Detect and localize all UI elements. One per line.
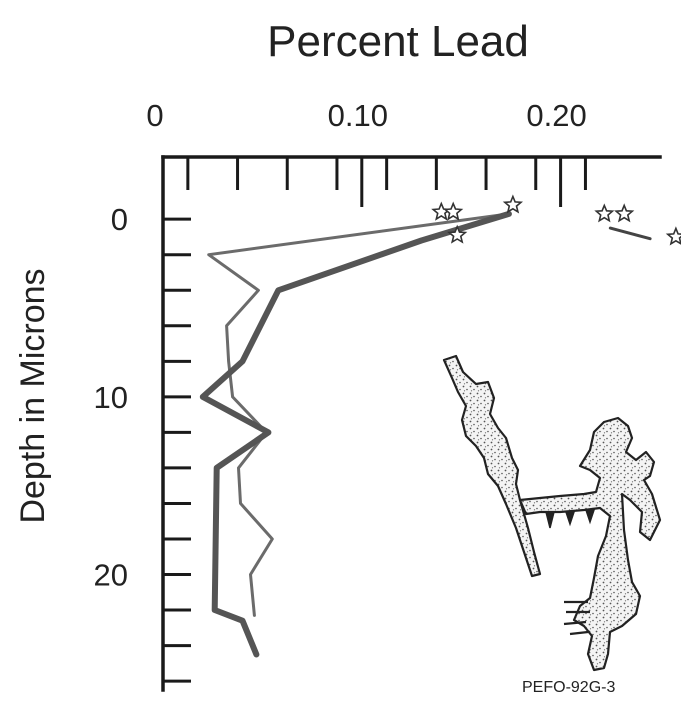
series-line-0 xyxy=(207,212,511,617)
sketch-left-branch xyxy=(442,354,542,578)
inset-sketch xyxy=(442,354,662,672)
x-tick-labels: 0 0.10 0.20 xyxy=(146,98,586,133)
x-tick-label-2: 0.20 xyxy=(526,98,586,133)
sketch-ticks xyxy=(563,600,590,636)
star-marker-3 xyxy=(502,194,524,214)
star-marker-5 xyxy=(614,203,635,223)
y-tick-label-2: 20 xyxy=(94,558,128,593)
figure-caption: PEFO-92G-3 xyxy=(522,679,615,696)
series-group xyxy=(199,210,652,658)
series-line-1 xyxy=(199,210,512,658)
star-marker-1 xyxy=(443,201,464,221)
star-marker-6 xyxy=(665,226,681,246)
chart-title: Percent Lead xyxy=(267,17,529,66)
y-tick-marks xyxy=(163,217,191,683)
x-tick-marks xyxy=(186,157,587,207)
y-tick-label-0: 0 xyxy=(111,202,128,237)
x-tick-label-1: 0.10 xyxy=(328,98,388,133)
star-markers xyxy=(431,194,681,246)
y-tick-labels: 0 10 20 xyxy=(94,202,128,592)
star-marker-4 xyxy=(594,203,615,223)
y-tick-label-1: 10 xyxy=(94,380,128,415)
sketch-teeth xyxy=(545,509,596,529)
y-axis-label: Depth in Microns xyxy=(14,268,52,523)
series-line-2 xyxy=(608,226,652,241)
sketch-right-body xyxy=(518,416,662,672)
star-marker-2 xyxy=(447,224,468,244)
x-tick-label-0: 0 xyxy=(146,98,163,133)
